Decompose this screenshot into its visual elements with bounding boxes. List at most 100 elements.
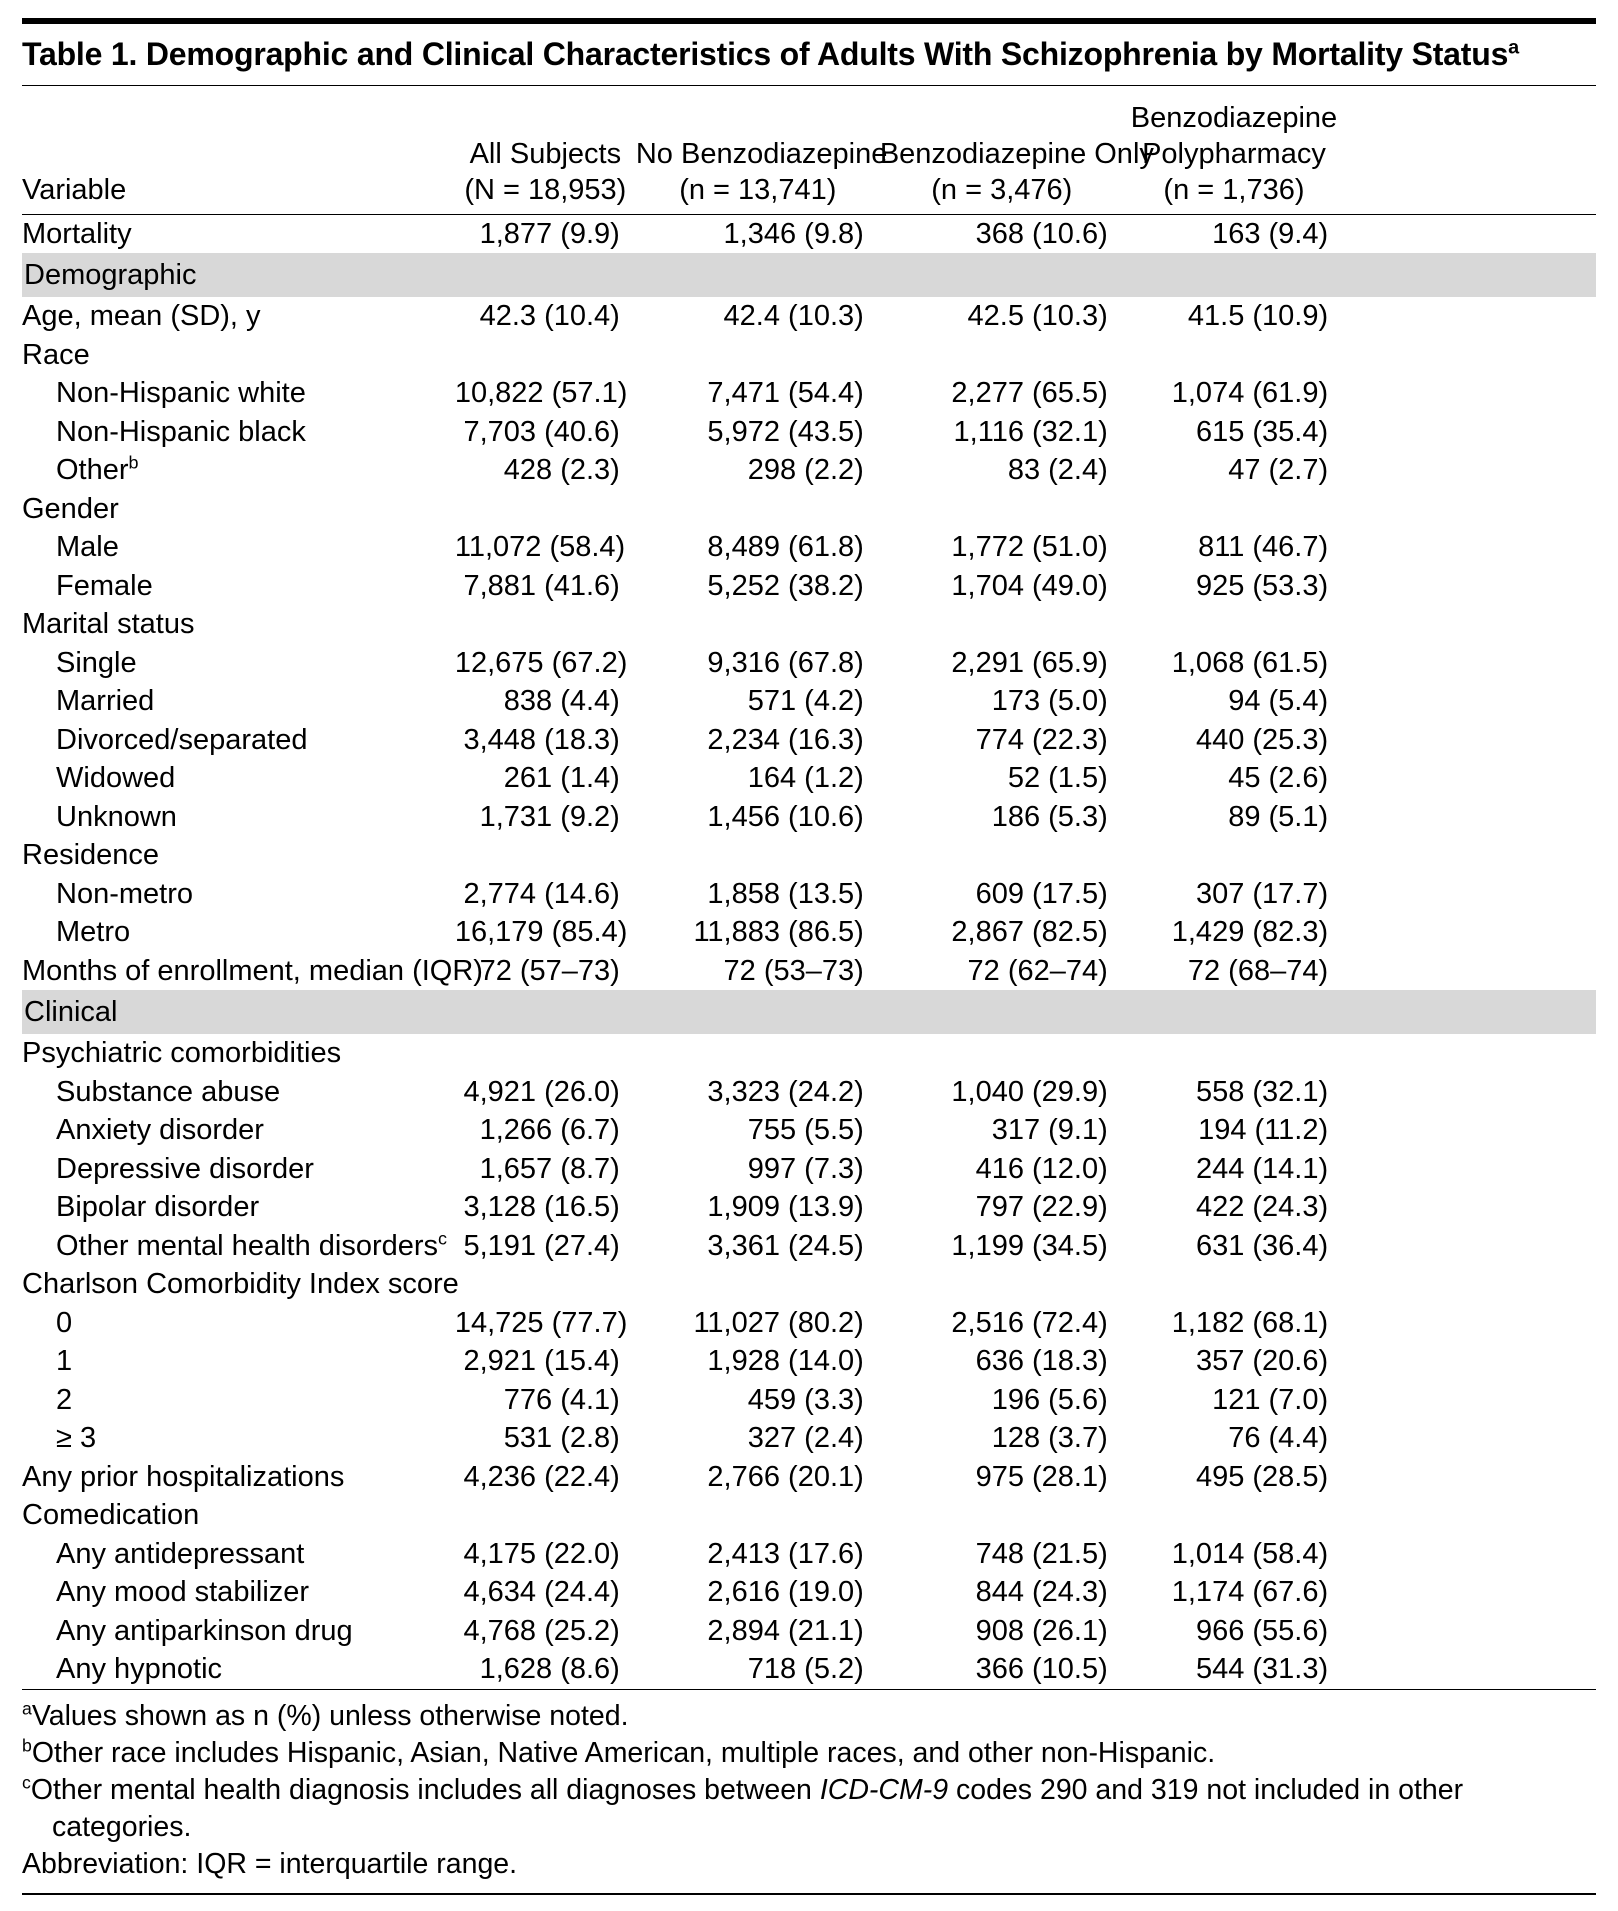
- filler-cell: [1344, 1265, 1596, 1304]
- filler-cell: [1344, 721, 1596, 760]
- column-header-line: No Benzodiazepine: [635, 137, 888, 170]
- value-cell: 531 (2.8): [503, 1422, 620, 1455]
- column-header-1: All Subjects (N = 18,953): [454, 85, 636, 215]
- value-cell: 774 (22.3): [975, 723, 1108, 756]
- data-row: Otherb 428 (2.3) 298 (2.2) 83 (2.4) 47 (2.7): [22, 451, 1596, 490]
- filler-cell: [1344, 913, 1596, 952]
- row-label: Any prior hospitalizations: [22, 1460, 345, 1493]
- row-label: Anxiety disorder: [56, 1114, 264, 1147]
- filler-cell: [1344, 528, 1596, 567]
- data-row: Age, mean (SD), y 42.3 (10.4) 42.4 (10.3) 4…: [22, 297, 1596, 336]
- value-cell: 89 (5.1): [1228, 800, 1329, 833]
- data-row: Other mental health disordersc 5,191 (27.…: [22, 1227, 1596, 1266]
- value-cell: [455, 836, 636, 875]
- value-cell: [455, 1034, 636, 1073]
- footnote-text: Abbreviation: IQR = interquartile range.: [22, 1847, 518, 1880]
- value-cell: [1124, 336, 1344, 375]
- filler-cell: [1344, 644, 1596, 683]
- value-cell: 5,972 (43.5): [707, 415, 864, 448]
- value-cell: 2,774 (14.6): [463, 877, 620, 910]
- top-rule: [22, 18, 1596, 24]
- value-cell: 10,822 (57.1): [454, 377, 628, 410]
- value-cell: 925 (53.3): [1195, 569, 1329, 602]
- row-label: Any antiparkinson drug: [56, 1614, 353, 1647]
- filler-cell: [1344, 1227, 1596, 1266]
- value-cell: 1,429 (82.3): [1171, 916, 1329, 949]
- column-header-4: Benzodiazepine Polypharmacy (n = 1,736): [1123, 85, 1345, 215]
- filler-cell: [1344, 1073, 1596, 1112]
- data-row: Married 838 (4.4) 571 (4.2) 173 (5.0) 94 (5.…: [22, 682, 1596, 721]
- filler-cell: [1344, 1150, 1596, 1189]
- data-row: Non-Hispanic black 7,703 (40.6) 5,972 (43.…: [22, 413, 1596, 452]
- value-cell: 571 (4.2): [747, 685, 864, 718]
- value-cell: 1,772 (51.0): [951, 531, 1108, 564]
- value-cell: 2,921 (15.4): [463, 1345, 620, 1378]
- row-label: Comedication: [22, 1499, 200, 1532]
- data-row: Metro 16,179 (85.4) 11,883 (86.5) 2,867 (82…: [22, 913, 1596, 952]
- value-cell: [455, 490, 636, 529]
- value-cell: 72 (57–73): [479, 954, 620, 987]
- data-row: Anxiety disorder 1,266 (6.7) 755 (5.5) 317 …: [22, 1111, 1596, 1150]
- value-cell: 755 (5.5): [747, 1114, 864, 1147]
- column-header-line: (N = 18,953): [464, 173, 627, 206]
- footnote-text: Values shown as n (%) unless otherwise n…: [31, 1699, 629, 1732]
- table-title: Table 1. Demographic and Clinical Charac…: [22, 28, 1596, 86]
- section-label: Demographic: [22, 253, 1596, 298]
- filler-cell: [1344, 1535, 1596, 1574]
- value-cell: [636, 1496, 880, 1535]
- value-cell: 12,675 (67.2): [454, 646, 628, 679]
- value-cell: [636, 490, 880, 529]
- value-cell: 14,725 (77.7): [454, 1306, 628, 1339]
- data-row: Widowed 261 (1.4) 164 (1.2) 52 (1.5) 45 (2.6…: [22, 759, 1596, 798]
- footnote: Abbreviation: IQR = interquartile range.: [22, 1846, 1596, 1883]
- filler-cell: [1344, 605, 1596, 644]
- value-cell: [636, 1034, 880, 1073]
- data-row: 0 14,725 (77.7) 11,027 (80.2) 2,516 (72.4) 1…: [22, 1304, 1596, 1343]
- filler-cell: [1344, 297, 1596, 336]
- value-cell: 4,634 (24.4): [463, 1576, 620, 1609]
- data-row: Substance abuse 4,921 (26.0) 3,323 (24.2) 1…: [22, 1073, 1596, 1112]
- value-cell: 3,128 (16.5): [463, 1191, 620, 1224]
- column-header-variable: Variable: [22, 85, 455, 215]
- value-cell: 2,616 (19.0): [707, 1576, 864, 1609]
- value-cell: 609 (17.5): [975, 877, 1108, 910]
- value-cell: 298 (2.2): [747, 454, 864, 487]
- footnotes: aValues shown as n (%) unless otherwise …: [22, 1698, 1596, 1895]
- footnote: aValues shown as n (%) unless otherwise …: [22, 1698, 1596, 1735]
- column-header-3: Benzodiazepine Only (n = 3,476): [879, 85, 1154, 215]
- value-cell: 416 (12.0): [975, 1152, 1108, 1185]
- row-label: Any antidepressant: [56, 1537, 305, 1570]
- value-cell: 1,199 (34.5): [951, 1229, 1108, 1262]
- data-row: Any antidepressant 4,175 (22.0) 2,413 (17.…: [22, 1535, 1596, 1574]
- column-header-line: Benzodiazepine: [1130, 101, 1338, 134]
- value-cell: 186 (5.3): [991, 800, 1108, 833]
- filler-cell: [1344, 336, 1596, 375]
- row-label: Single: [56, 646, 137, 679]
- data-row: Male 11,072 (58.4) 8,489 (61.8) 1,772 (51.0…: [22, 528, 1596, 567]
- value-cell: 636 (18.3): [975, 1345, 1108, 1378]
- footnote-text: Other mental health diagnosis includes a…: [30, 1773, 820, 1806]
- row-label: Marital status: [22, 608, 195, 641]
- column-header-line: All Subjects: [469, 137, 622, 170]
- value-cell: 844 (24.3): [975, 1576, 1108, 1609]
- value-cell: 52 (1.5): [1007, 762, 1108, 795]
- value-cell: 128 (3.7): [991, 1422, 1108, 1455]
- value-cell: 8,489 (61.8): [707, 531, 864, 564]
- value-cell: [636, 336, 880, 375]
- value-cell: 164 (1.2): [747, 762, 864, 795]
- column-header-line: (n = 1,736): [1163, 173, 1305, 206]
- filler-cell: [1344, 682, 1596, 721]
- data-row: Any antiparkinson drug 4,768 (25.2) 2,894 …: [22, 1612, 1596, 1651]
- filler-cell: [1344, 374, 1596, 413]
- row-label: Married: [56, 685, 155, 718]
- value-cell: 1,858 (13.5): [707, 877, 864, 910]
- value-cell: 1,456 (10.6): [707, 800, 864, 833]
- footnote-marker: c: [438, 1228, 448, 1249]
- group-row: Charlson Comorbidity Index score: [22, 1265, 1596, 1304]
- data-row: Any hypnotic 1,628 (8.6) 718 (5.2) 366 (10.…: [22, 1650, 1596, 1689]
- data-row: Any prior hospitalizations 4,236 (22.4) 2,…: [22, 1458, 1596, 1497]
- value-cell: 1,174 (67.6): [1171, 1576, 1329, 1609]
- row-label: Any hypnotic: [56, 1653, 223, 1686]
- row-label: Divorced/separated: [56, 723, 308, 756]
- value-cell: 1,182 (68.1): [1171, 1306, 1329, 1339]
